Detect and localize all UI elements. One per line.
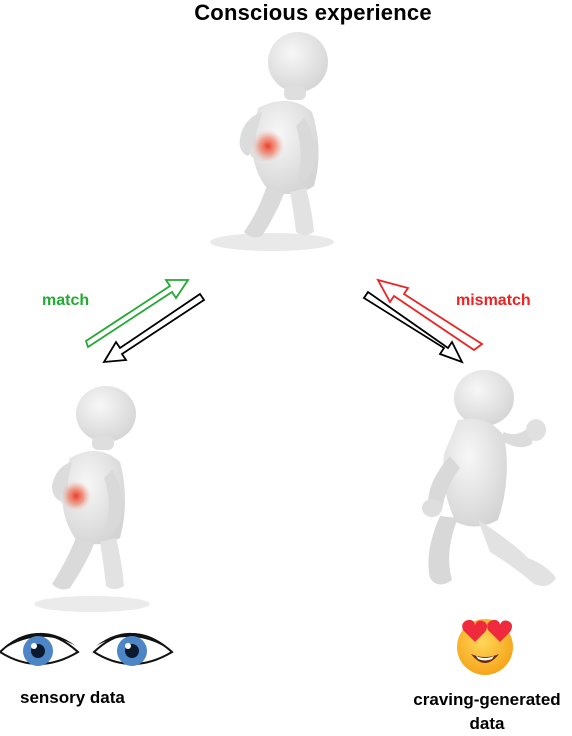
heart-eyes-emoji-icon [457,619,513,675]
top-to-craving-arrow [362,290,464,364]
top-to-sensory-arrow [102,292,206,364]
diagram-title: Conscious experience [194,0,432,25]
sensory-data-label: sensory data [20,688,125,707]
left-eye-icon [0,632,80,666]
right-eye-icon [92,632,174,666]
mismatch-arrow [376,278,484,352]
match-label: match [42,292,90,309]
left-figure-in-pain [34,386,150,612]
top-figure-in-pain [210,32,334,251]
right-figure-running [422,370,556,586]
match-arrow [84,279,190,349]
mismatch-label: mismatch [456,292,531,309]
craving-data-label: craving-generated data [413,690,561,733]
